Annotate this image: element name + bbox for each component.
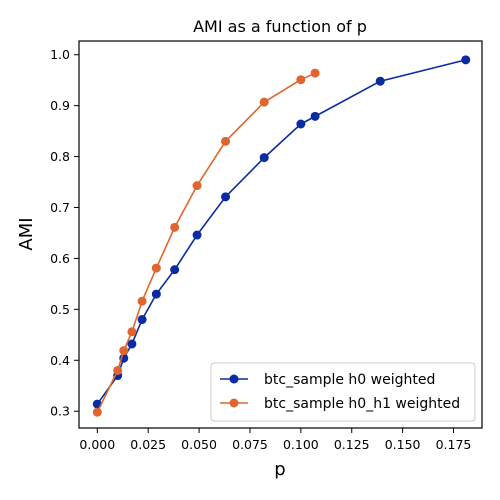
legend-marker — [229, 398, 239, 408]
plot-area: 0.000 0.025 0.050 0.075 0.100 0.125 0.150 0.175… — [50, 40, 483, 452]
data-point — [92, 407, 102, 417]
series-line — [96, 72, 316, 413]
data-point — [296, 75, 306, 85]
data-point — [192, 230, 202, 240]
data-point — [151, 289, 161, 299]
x-tick-label: 0.075 — [232, 437, 268, 452]
series-1 — [92, 68, 320, 417]
x-axis-label: p — [274, 459, 285, 480]
y-tick-label: 0.5 — [50, 302, 70, 317]
data-point — [170, 265, 180, 275]
x-tick-label: 0.000 — [79, 437, 115, 452]
data-point — [461, 55, 471, 65]
data-point — [310, 111, 320, 121]
x-tick-label: 0.050 — [181, 437, 217, 452]
x-tick-label: 0.150 — [385, 437, 421, 452]
data-point — [127, 327, 137, 337]
legend: btc_sample h0 weighted btc_sample h0_h1 w… — [210, 362, 476, 422]
x-tick-label: 0.100 — [283, 437, 319, 452]
x-tick-label: 0.125 — [334, 437, 370, 452]
data-point — [137, 296, 147, 306]
data-point — [119, 346, 129, 356]
legend-label: btc_sample h0 weighted — [264, 372, 435, 388]
series-line — [96, 59, 466, 405]
data-point — [127, 339, 137, 349]
data-point — [221, 192, 231, 202]
y-axis-label: AMI — [16, 217, 37, 250]
y-tick-label: 0.6 — [50, 251, 70, 266]
x-axis: 0.000 0.025 0.050 0.075 0.100 0.125 0.150 0.175 — [79, 428, 471, 452]
series-layer — [92, 55, 471, 417]
y-tick-label: 0.8 — [50, 149, 70, 164]
series-0 — [92, 55, 471, 409]
legend-label: btc_sample h0_h1 weighted — [264, 396, 460, 412]
legend-box — [210, 362, 476, 422]
data-point — [310, 68, 320, 78]
data-point — [113, 365, 123, 375]
x-tick-label: 0.025 — [130, 437, 166, 452]
data-point — [221, 136, 231, 146]
data-point — [375, 76, 385, 86]
chart-title: AMI as a function of p — [193, 17, 367, 36]
data-point — [259, 97, 269, 107]
y-tick-label: 1.0 — [50, 47, 70, 62]
y-tick-label: 0.4 — [50, 353, 70, 368]
data-point — [151, 263, 161, 273]
y-axis: 0.3 0.4 0.5 0.6 0.7 0.8 0.9 1.0 — [50, 47, 79, 419]
x-tick-label: 0.175 — [436, 437, 472, 452]
y-tick-label: 0.9 — [50, 98, 70, 113]
y-tick-label: 0.7 — [50, 200, 70, 215]
plot-frame — [78, 40, 483, 429]
data-point — [170, 222, 180, 232]
data-point — [137, 315, 147, 325]
legend-marker — [229, 374, 239, 384]
data-point — [259, 153, 269, 163]
y-tick-label: 0.3 — [50, 404, 70, 419]
data-point — [192, 181, 202, 191]
data-point — [296, 119, 306, 129]
